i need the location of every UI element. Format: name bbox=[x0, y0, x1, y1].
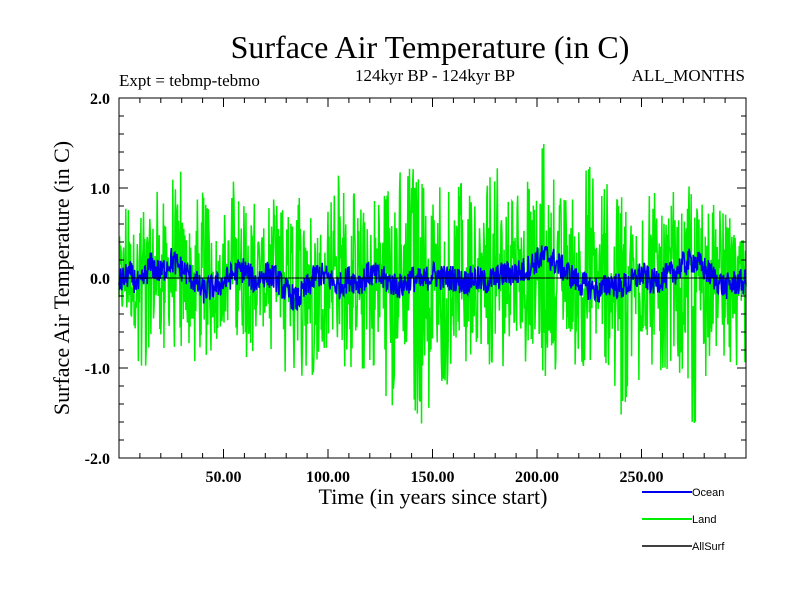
y-axis-ticks: -2.0 -1.0 0.0 1.0 2.0 bbox=[85, 91, 746, 468]
chart-right-note: ALL_MONTHS bbox=[632, 66, 745, 85]
x-axis-label: Time (in years since start) bbox=[319, 484, 548, 509]
series-land-line bbox=[118, 143, 747, 424]
plot-frame bbox=[118, 97, 747, 459]
x-tick-label: 50.00 bbox=[206, 469, 242, 486]
chart-title: Surface Air Temperature (in C) bbox=[231, 29, 630, 65]
chart-left-note: Expt = tebmp-tebmo bbox=[119, 71, 260, 90]
legend-ocean-label: Ocean bbox=[692, 487, 724, 499]
chart-subtitle: 124kyr BP - 124kyr BP bbox=[355, 66, 515, 85]
series-ocean-line bbox=[118, 245, 747, 311]
x-tick-label: 100.00 bbox=[306, 469, 350, 486]
legend: Ocean Land AllSurf bbox=[642, 487, 725, 553]
legend-land-label: Land bbox=[692, 514, 716, 526]
y-tick-label: 0.0 bbox=[90, 271, 110, 288]
plot-data bbox=[118, 143, 747, 424]
x-tick-label: 150.00 bbox=[411, 469, 455, 486]
y-tick-label: 2.0 bbox=[90, 91, 110, 108]
legend-allsurf-label: AllSurf bbox=[692, 541, 725, 553]
y-tick-label: -2.0 bbox=[85, 451, 110, 468]
y-tick-label: 1.0 bbox=[90, 181, 110, 198]
x-tick-label: 250.00 bbox=[620, 469, 664, 486]
y-tick-label: -1.0 bbox=[85, 361, 110, 378]
x-axis-ticks: 50.00 100.00 150.00 200.00 250.00 bbox=[139, 98, 726, 486]
x-tick-label: 200.00 bbox=[515, 469, 559, 486]
y-axis-label: Surface Air Temperature (in C) bbox=[49, 141, 74, 415]
